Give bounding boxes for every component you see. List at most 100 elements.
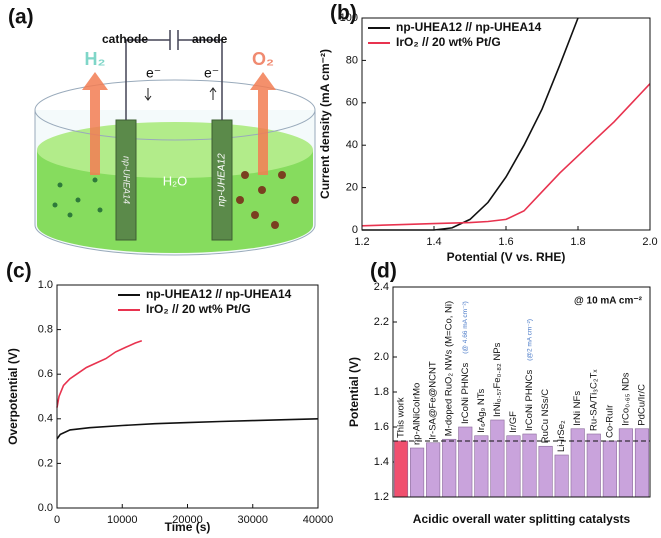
bar <box>458 426 473 498</box>
bubbles <box>52 177 103 218</box>
y-tick-label: 2.2 <box>374 316 389 328</box>
y-tick-label: 40 <box>346 139 358 151</box>
diagram: (a) H₂ O₂ cathode anode e⁻ e⁻ H₂O np-UHE… <box>8 6 316 256</box>
bar <box>410 447 425 498</box>
bar-label: M-doped RuO₂ NWs (M=Co, Ni) <box>444 301 455 436</box>
gas-arrow <box>82 72 108 175</box>
x-axis-label: Potential (V vs. RHE) <box>447 250 566 264</box>
bar <box>570 428 585 498</box>
panel-label: (d) <box>370 260 397 283</box>
gas-label: H₂ <box>85 49 106 69</box>
gas-arrow <box>250 72 276 175</box>
legend-label: np-UHEA12 // np-UHEA14 <box>396 20 542 34</box>
y-tick-label: 0.6 <box>38 368 53 380</box>
annotation: @ 10 mA cm⁻² <box>574 296 643 307</box>
y-tick-label: 80 <box>346 54 358 66</box>
x-axis-label: Acidic overall water splitting catalysts <box>413 512 631 526</box>
bar-label: np-AlNiCoIrMo <box>412 383 423 445</box>
cathode-label: cathode <box>102 32 148 46</box>
x-tick-label: 1.4 <box>426 236 441 248</box>
x-tick-label: 30000 <box>237 514 268 526</box>
bar-label: PdCu/Ir/C <box>636 384 647 426</box>
bar-label: This work <box>396 397 407 438</box>
y-axis-label: Potential (V) <box>347 357 361 427</box>
y-tick-label: 0.4 <box>38 413 53 425</box>
y-tick-label: 0.2 <box>38 457 53 469</box>
panel-label: (a) <box>8 6 34 29</box>
bar-label: Ir-SA@Fe@NCNT <box>428 361 439 440</box>
bar <box>538 445 553 498</box>
bar-label: Li-IrSe₂ <box>556 420 567 452</box>
bubbles <box>236 171 299 229</box>
bar <box>490 419 505 498</box>
y-axis-label: Overpotential (V) <box>6 348 20 445</box>
bar-note: (@ 4.66 mA cm⁻²) <box>462 301 469 354</box>
y-tick-label: 1.6 <box>374 421 389 433</box>
y-tick-label: 20 <box>346 182 358 194</box>
y-tick-label: 100 <box>340 12 358 24</box>
x-tick-label: 1.2 <box>354 236 369 248</box>
electron-label: e⁻ <box>146 65 161 81</box>
data-line <box>56 418 319 440</box>
electrolyte-surface <box>37 122 313 178</box>
x-axis-label: Time (s) <box>165 520 211 534</box>
bar <box>522 433 537 498</box>
legend-label: np-UHEA12 // np-UHEA14 <box>146 287 292 301</box>
bar-label: IrNi₀.₅₇Fe₀.₈₂ NPs <box>492 342 503 417</box>
data-line <box>56 340 143 408</box>
bar <box>602 440 617 498</box>
x-tick-label: 2.0 <box>642 236 657 248</box>
y-tick-label: 0 <box>352 224 358 236</box>
water-label: H₂O <box>163 173 188 188</box>
legend-label: IrO₂ // 20 wt% Pt/G <box>396 35 501 49</box>
gas-label: O₂ <box>252 49 274 69</box>
plot-frame <box>361 17 651 231</box>
y-tick-label: 1.0 <box>38 279 53 291</box>
plot-frame <box>56 284 319 509</box>
bar-label: Ir/GF <box>508 411 519 433</box>
electrode-label: np-UHEA12 <box>217 153 228 207</box>
bar <box>426 442 441 498</box>
circuit <box>125 30 223 120</box>
y-tick-label: 1.8 <box>374 386 389 398</box>
bar-note: (@2 mA cm⁻²) <box>526 319 533 361</box>
bar-label: Ru-SA/Ti₃C₂Tₓ <box>588 369 599 431</box>
bar-label: IrNi NFs <box>572 391 583 426</box>
y-tick-label: 1.2 <box>374 491 389 503</box>
data-line <box>362 17 579 231</box>
y-tick-label: 2.0 <box>374 351 389 363</box>
panel-label: (c) <box>6 260 32 283</box>
x-tick-label: 1.8 <box>570 236 585 248</box>
anode-label: anode <box>192 32 228 46</box>
x-tick-label: 40000 <box>303 514 334 526</box>
y-tick-label: 0.8 <box>38 324 53 336</box>
y-tick-label: 60 <box>346 97 358 109</box>
beaker-rim <box>34 79 316 141</box>
x-tick-label: 20000 <box>172 514 203 526</box>
x-tick-label: 10000 <box>107 514 138 526</box>
y-tick-label: 0.0 <box>38 502 53 514</box>
y-axis-label: Current density (mA cm⁻²) <box>318 49 332 199</box>
bar <box>393 440 409 498</box>
x-tick-label: 1.6 <box>498 236 513 248</box>
electron-label: e⁻ <box>204 65 219 81</box>
bar-label: IrCoNi PHNCs <box>460 363 471 424</box>
legend-label: IrO₂ // 20 wt% Pt/G <box>146 302 251 316</box>
bar-label: Ir₆Ag₉ NTs <box>476 388 487 432</box>
x-tick-label: 0 <box>54 514 60 526</box>
bar-label: IrCo₀.₆₅ NDs <box>620 372 631 426</box>
bar <box>618 428 633 498</box>
bar <box>442 438 457 498</box>
bar <box>586 433 601 498</box>
y-tick-label: 2.4 <box>374 281 389 293</box>
bar-label: IrCoNi PHNCs <box>524 370 535 431</box>
data-line <box>361 83 651 227</box>
electron-arrow <box>144 87 217 101</box>
bar-label: RuCu NSs/C <box>540 389 551 444</box>
y-tick-label: 1.4 <box>374 456 389 468</box>
bar <box>554 454 569 498</box>
bar <box>474 435 489 498</box>
bar <box>506 435 521 498</box>
